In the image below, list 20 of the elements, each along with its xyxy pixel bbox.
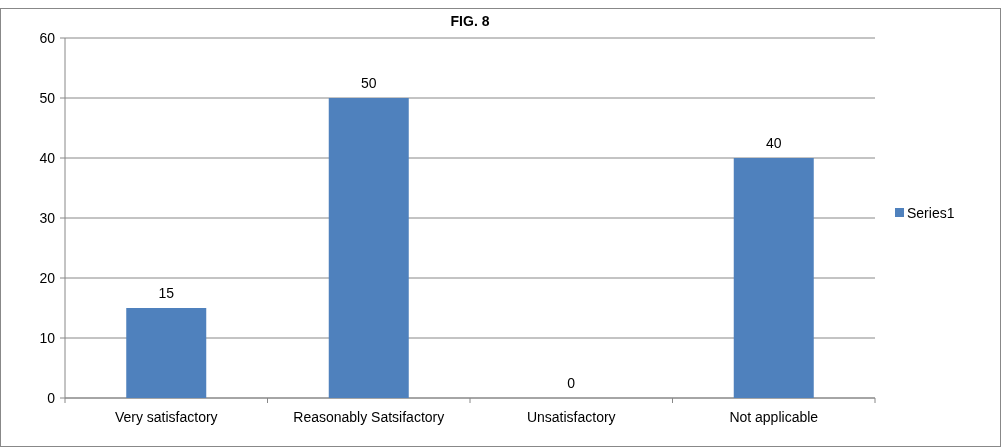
bar <box>126 308 207 398</box>
y-tick-label: 30 <box>39 210 56 226</box>
y-tick-label: 0 <box>47 390 56 406</box>
chart-title: FIG. 8 <box>450 13 490 29</box>
y-tick-label: 50 <box>39 90 56 106</box>
legend-label: Series1 <box>907 205 955 221</box>
x-tick-label: Unsatisfactory <box>526 409 616 425</box>
bar <box>733 158 814 398</box>
y-tick-label: 60 <box>39 30 56 46</box>
data-label: 15 <box>158 285 175 301</box>
y-tick-label: 20 <box>39 270 56 286</box>
x-tick-label: Very satisfactory <box>114 409 218 425</box>
x-tick-label: Reasonably Satsifactory <box>293 409 445 425</box>
data-label: 50 <box>360 75 377 91</box>
x-tick-label: Not applicable <box>729 409 819 425</box>
y-tick-label: 40 <box>39 150 56 166</box>
bar <box>328 98 409 398</box>
data-label: 40 <box>765 135 782 151</box>
data-label: 0 <box>567 375 576 391</box>
y-tick-label: 10 <box>39 330 56 346</box>
